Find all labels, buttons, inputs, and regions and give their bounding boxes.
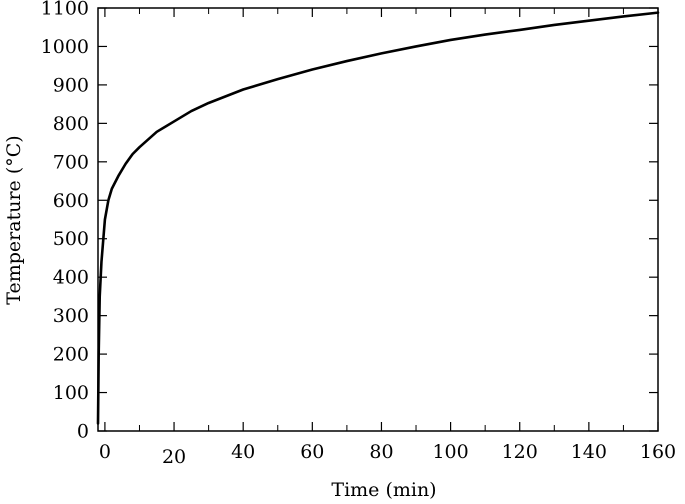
y-axis-title: Temperature (°C) [3,135,25,304]
y-tick-label: 600 [53,190,89,212]
temperature-curve [96,11,660,425]
x-tick-label: 60 [300,441,324,463]
x-tick-label: 80 [369,441,393,463]
y-tick-label: 800 [53,113,89,135]
y-tick-label: 200 [53,344,89,366]
y-tick-label: 400 [53,267,89,289]
plot-area [96,7,660,432]
x-tick-label: 40 [231,441,255,463]
x-axis-title: Time (min) [331,479,436,501]
x-tick-label: 160 [640,441,676,463]
y-tick-label: 0 [77,421,89,443]
y-tick-label: 300 [53,305,89,327]
y-tick-label: 1100 [41,0,89,20]
x-tick-label: 140 [571,441,607,463]
x-tick-label: 120 [502,441,538,463]
x-tick-label: 20 [162,446,186,468]
y-tick-label: 900 [53,74,89,96]
y-tick-label: 500 [53,228,89,250]
y-tick-label: 100 [53,382,89,404]
plot-frame [97,7,659,432]
x-tick-label: 100 [432,441,468,463]
x-axis-ticks: 0 20 40 60 80 100 120 140 160 [99,8,676,468]
y-axis-ticks: 0 100 200 300 400 500 600 700 800 900 1000 1100 [41,0,658,443]
y-tick-label: 1000 [41,36,89,58]
y-tick-label: 700 [53,151,89,173]
x-tick-label: 0 [99,441,111,463]
